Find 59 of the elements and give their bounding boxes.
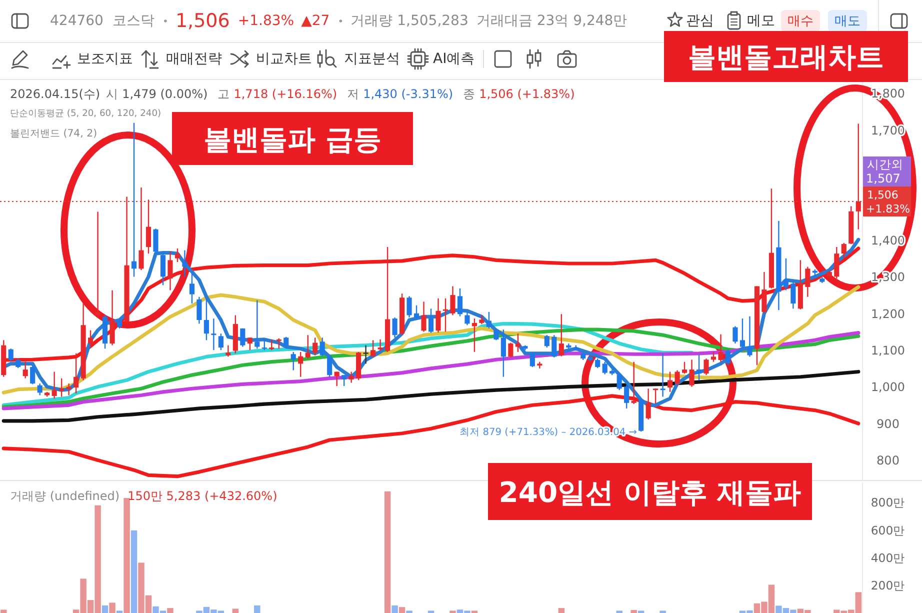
- annotation: 1,718 (+16.16%): [234, 87, 338, 101]
- ref-line-label: 1,506 +1.83%: [866, 188, 910, 215]
- bar: [102, 605, 108, 613]
- annotation: 단순이동평균 (5, 20, 60, 120, 240): [10, 109, 162, 119]
- annotation: 볼밴돌파 급등: [204, 123, 382, 156]
- bar: [254, 605, 260, 613]
- text: 관심: [686, 13, 714, 29]
- y-tick-label: 600만: [870, 523, 906, 538]
- line-series: [2, 394, 860, 478]
- bar: [167, 608, 174, 613]
- bar: [384, 491, 391, 613]
- text: 메모: [747, 13, 775, 29]
- text: 매수: [788, 14, 814, 29]
- bar: [109, 602, 116, 613]
- text: 1,506: [175, 10, 230, 32]
- text: 보조지표: [77, 51, 133, 67]
- text: 코스닥: [112, 13, 154, 29]
- line-series: [2, 285, 860, 394]
- text: 볼밴돌고래차트: [688, 40, 884, 74]
- y-tick-label: 800: [876, 454, 900, 468]
- text: +1.83%: [238, 13, 294, 29]
- y-tick-label: 400만: [870, 550, 906, 565]
- annotation: 시: [106, 87, 118, 101]
- annotation: 240일선 이탈후 재돌파: [498, 476, 802, 509]
- bar: [0, 610, 7, 613]
- bar: [558, 608, 564, 613]
- text: 지표분석: [344, 51, 400, 67]
- bar: [392, 605, 398, 613]
- annotation: 거래량 (undefined): [10, 489, 120, 503]
- bar: [124, 498, 130, 613]
- y-tick-label: 900: [876, 416, 900, 431]
- bar: [398, 607, 406, 613]
- text: 매도: [834, 14, 860, 29]
- annotation: 1,506 (+1.83%): [479, 87, 575, 101]
- text: AI예측: [433, 51, 475, 67]
- y-tick-label: 1,200: [871, 306, 905, 321]
- annotation: 1,479 (0.00%): [122, 87, 208, 101]
- bar: [130, 530, 138, 613]
- y-tick-label: 800만: [870, 496, 906, 510]
- text: 거래량 1,505,283: [350, 13, 468, 29]
- annotation: 볼린저밴드 (74, 2): [10, 128, 98, 140]
- text: ▲27: [301, 13, 330, 29]
- annotation: 종: [463, 87, 476, 101]
- text: 거래대금 23억 9,248만: [476, 13, 628, 29]
- annotation: 고: [218, 87, 230, 101]
- line-series: [2, 370, 860, 423]
- text: 매매전략: [166, 51, 222, 67]
- y-tick-label: 1,100: [871, 343, 905, 358]
- text: 424760: [50, 13, 104, 29]
- text: 비교차트: [256, 51, 312, 67]
- y-tick-label: 200만: [870, 578, 906, 592]
- annotation: 저: [347, 87, 360, 101]
- text: 시간외 1,507: [866, 157, 907, 186]
- annotation: 2026.04.15(수): [10, 87, 100, 101]
- annotation: 150만 5,283 (+432.60%): [128, 489, 278, 503]
- y-tick-label: 1,000: [871, 380, 905, 394]
- annotation: 1,430 (-3.31%): [363, 87, 454, 101]
- bar: [630, 610, 637, 613]
- bar: [232, 608, 239, 613]
